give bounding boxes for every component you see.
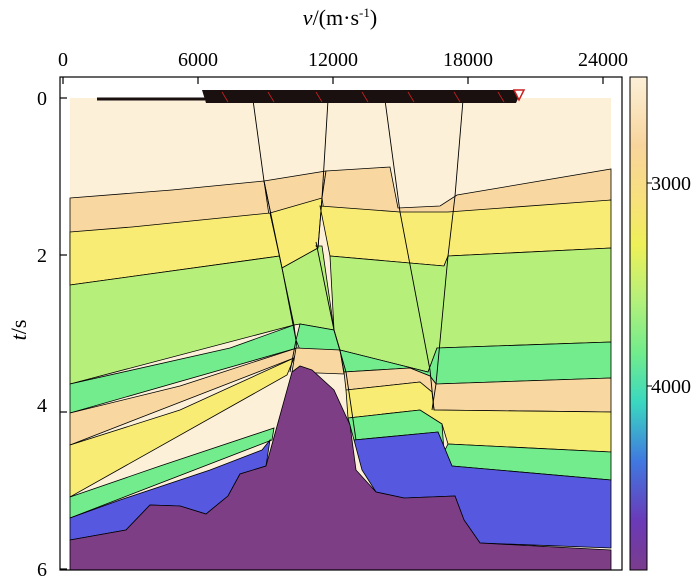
left-tick-4: 4 xyxy=(37,395,47,417)
top-axis-title: v/(m·s-1) xyxy=(303,5,377,30)
survey-line xyxy=(97,89,526,103)
colorbar-tick-3000: 3000 xyxy=(651,173,691,195)
left-axis-title: t/s xyxy=(6,320,31,341)
left-layer-bright-green xyxy=(69,427,275,519)
colorbar xyxy=(629,76,652,571)
top-axis xyxy=(62,77,604,84)
left-axis xyxy=(60,97,67,570)
colorbar-tick-4000: 4000 xyxy=(651,376,691,398)
plot-frame xyxy=(59,76,623,571)
fault-lines xyxy=(252,99,464,441)
left-tick-2: 2 xyxy=(37,245,47,267)
top-tick-0: 0 xyxy=(58,49,68,71)
top-tick-24000: 24000 xyxy=(578,49,628,71)
top-tick-6000: 6000 xyxy=(178,49,218,71)
basement xyxy=(69,365,612,571)
top-tick-18000: 18000 xyxy=(443,49,493,71)
source-marker-icon xyxy=(512,89,526,102)
receiver-spread xyxy=(202,90,522,103)
left-layer-yellow-2 xyxy=(69,357,295,498)
left-tick-0: 0 xyxy=(37,88,47,110)
top-tick-12000: 12000 xyxy=(308,49,358,71)
model-section xyxy=(69,89,612,571)
left-tick-6: 6 xyxy=(37,559,47,581)
